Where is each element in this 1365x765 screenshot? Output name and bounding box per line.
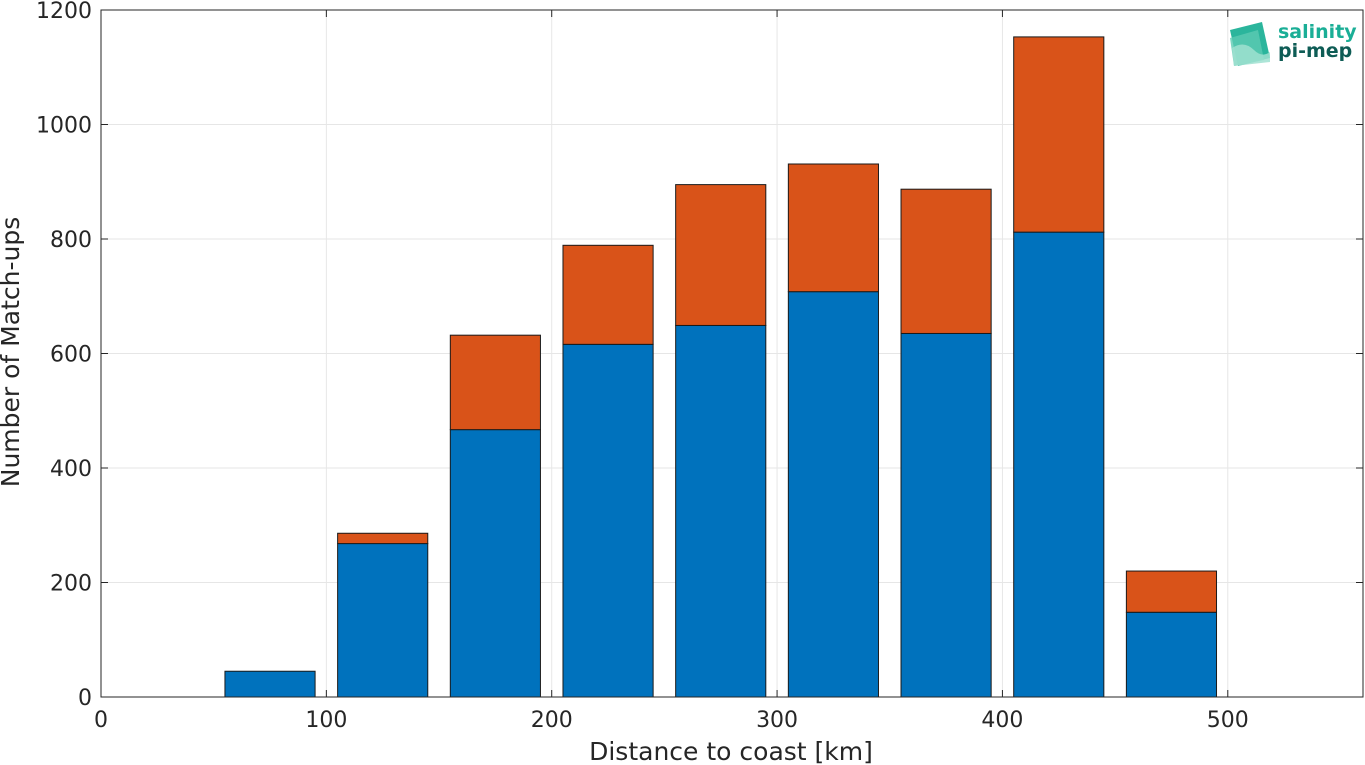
y-tick-label: 600 bbox=[50, 343, 92, 368]
bar-segment-series-2 bbox=[1013, 36, 1105, 233]
axis-ticks: 0 100 200 300 400 500 0 200 400 600 800 1000 1200 bbox=[36, 0, 1363, 733]
x-tick-label: 0 bbox=[94, 708, 108, 733]
bar-segment-series-2 bbox=[337, 532, 429, 545]
bar-segment-series-2 bbox=[900, 188, 992, 334]
x-tick-label: 300 bbox=[756, 708, 798, 733]
bar-segment-series-2 bbox=[787, 163, 879, 293]
bar-segment-series-1 bbox=[562, 343, 654, 698]
bar-segment-series-1 bbox=[900, 332, 992, 698]
bar-segment-series-1 bbox=[224, 670, 316, 698]
bar-segment-series-1 bbox=[675, 324, 767, 698]
bars bbox=[224, 36, 1218, 698]
bar-segment-series-2 bbox=[449, 334, 541, 431]
bar-segment-series-2 bbox=[675, 184, 767, 326]
y-tick-label: 1000 bbox=[36, 114, 92, 139]
y-tick-label: 200 bbox=[50, 572, 92, 597]
y-tick-label: 1200 bbox=[36, 0, 92, 24]
bar-segment-series-1 bbox=[1013, 231, 1105, 698]
bar-segment-series-2 bbox=[562, 244, 654, 345]
logo-text-pimep: pi-mep bbox=[1278, 40, 1352, 62]
y-tick-label: 0 bbox=[78, 686, 92, 711]
salinity-pimep-logo: salinity pi-mep bbox=[1230, 21, 1357, 66]
y-tick-label: 800 bbox=[50, 228, 92, 253]
y-axis-title: Number of Match-ups bbox=[0, 217, 25, 487]
y-tick-label: 400 bbox=[50, 457, 92, 482]
x-tick-label: 100 bbox=[305, 708, 347, 733]
x-tick-label: 500 bbox=[1207, 708, 1249, 733]
bar-segment-series-2 bbox=[1125, 570, 1218, 613]
bar-segment-series-1 bbox=[337, 543, 429, 698]
x-tick-label: 200 bbox=[531, 708, 573, 733]
x-axis-title: Distance to coast [km] bbox=[589, 737, 873, 765]
bar-segment-series-1 bbox=[787, 291, 879, 698]
waves-icon bbox=[1230, 22, 1270, 66]
logo-text-salinity: salinity bbox=[1278, 21, 1357, 43]
x-tick-label: 400 bbox=[981, 708, 1023, 733]
bar-segment-series-1 bbox=[1125, 611, 1218, 698]
bar-segment-series-1 bbox=[449, 429, 541, 698]
